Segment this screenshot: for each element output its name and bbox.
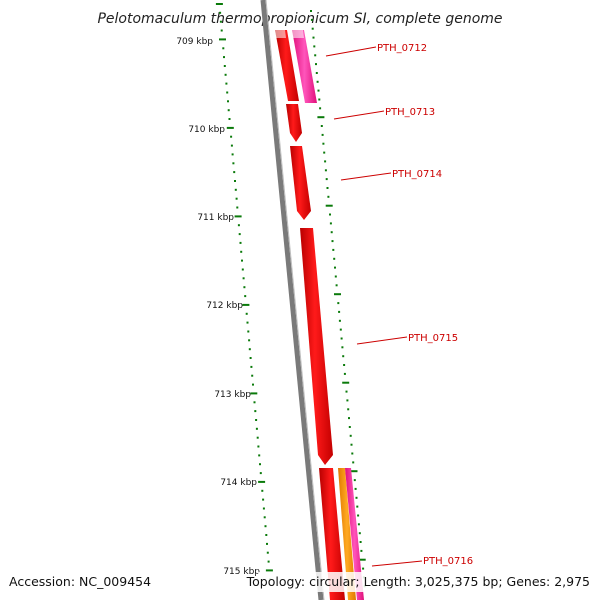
gene-PTH_0712-cds[interactable]: [275, 30, 299, 101]
gene-PTH_0712-pink-fade: [292, 30, 304, 38]
gene-label-PTH_0714[interactable]: PTH_0714: [392, 169, 442, 180]
gene-PTH_0712-pink-feature[interactable]: [292, 30, 317, 103]
genome-backbone-highlight: [265, 0, 325, 600]
scale-label-715: 715 kbp: [223, 567, 260, 577]
gene-label-PTH_0715[interactable]: PTH_0715: [408, 333, 458, 344]
scale-label-710: 710 kbp: [188, 125, 225, 135]
scale-label-713: 713 kbp: [214, 390, 251, 400]
gene-PTH_0716-leader: [371, 560, 423, 567]
footer-summary-background: [258, 572, 598, 592]
scale-label-709: 709 kbp: [176, 37, 213, 47]
accession-text: Accession: NC_009454: [9, 574, 151, 589]
gene-label-PTH_0712[interactable]: PTH_0712: [377, 43, 427, 54]
inner-tick-ring: [215, 3, 273, 581]
genome-backbone: [260, 0, 324, 600]
gene-PTH_0713-leader: [333, 110, 385, 120]
gene-PTH_0715-leader: [356, 336, 408, 345]
gene-PTH_0713-cds[interactable]: [286, 104, 302, 142]
gene-PTH_0712-leader: [325, 46, 377, 57]
scale-label-711: 711 kbp: [197, 213, 234, 223]
gene-PTH_0716-pink-feature[interactable]: [345, 468, 364, 600]
gene-PTH_0714-leader: [340, 172, 392, 181]
topology-summary-text: Topology: circular; Length: 3,025,375 bp…: [246, 574, 590, 589]
map-title: Pelotomaculum thermopropionicum SI, comp…: [97, 11, 502, 27]
scale-label-712: 712 kbp: [206, 301, 243, 311]
gene-PTH_0716-cds[interactable]: [319, 468, 345, 600]
gene-PTH_0714-cds[interactable]: [290, 146, 311, 220]
scale-label-714: 714 kbp: [220, 478, 257, 488]
gene-PTH_0712-cds-fade: [275, 30, 286, 38]
gene-PTH_0716-orange-feature[interactable]: [338, 468, 356, 600]
gene-label-PTH_0716[interactable]: PTH_0716: [423, 556, 473, 567]
gene-label-PTH_0713[interactable]: PTH_0713: [385, 107, 435, 118]
gene-PTH_0715-cds[interactable]: [300, 228, 333, 465]
